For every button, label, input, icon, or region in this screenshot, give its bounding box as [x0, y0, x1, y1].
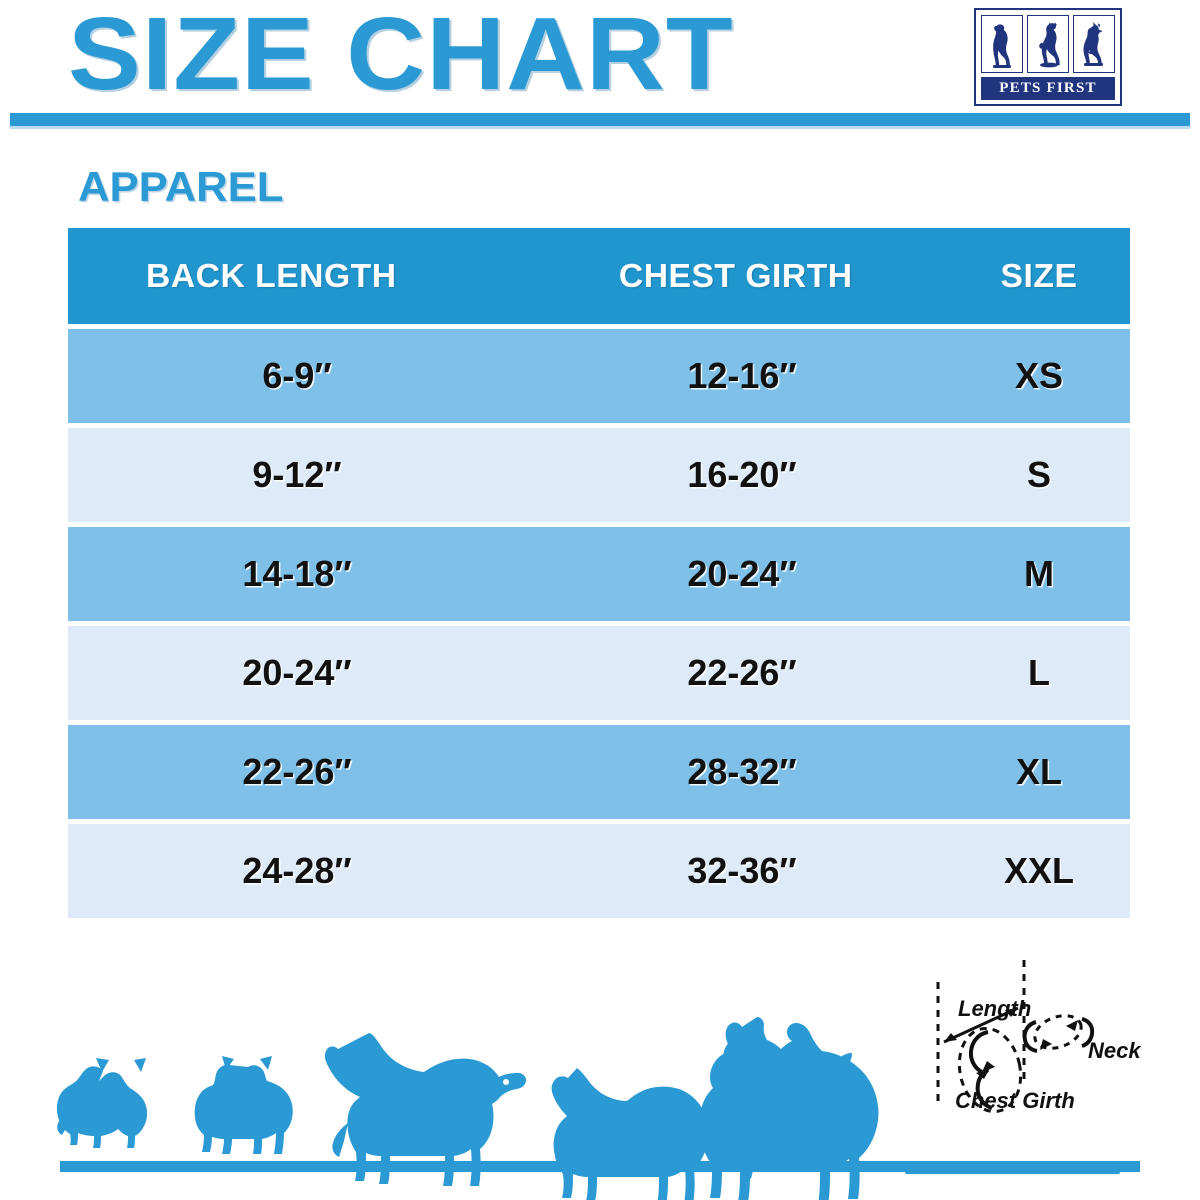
table-row: 22-26″ 28-32″ XL — [68, 725, 1130, 819]
cell-back-length: 6-9″ — [262, 355, 332, 396]
size-table: BACK LENGTH CHEST GIRTH SIZE 6-9″ 12-16″… — [68, 228, 1130, 918]
cell-size: XL — [1015, 751, 1062, 792]
cell-back-length: 14-18″ — [242, 553, 352, 594]
cell-size: M — [1024, 553, 1054, 594]
page-title: SIZE CHART — [68, 0, 734, 111]
table-row: 6-9″ 12-16″ XS — [68, 329, 1130, 423]
section-heading: APPAREL — [78, 163, 284, 210]
brand-logo: PETS FIRST — [974, 8, 1122, 106]
cocker-spaniel-silhouette — [551, 1068, 709, 1200]
cell-back-length: 9-12″ — [252, 454, 342, 495]
label-chest-girth: Chest Girth — [955, 1088, 1075, 1113]
cell-back-length: 20-24″ — [242, 652, 352, 693]
title-divider — [10, 113, 1190, 126]
cell-chest-girth: 22-26″ — [687, 652, 797, 693]
label-neck: Neck — [1088, 1038, 1142, 1063]
column-header-back-length: BACK LENGTH — [145, 257, 397, 294]
column-header-chest-girth: CHEST GIRTH — [618, 257, 853, 294]
alert-dog-icon — [1073, 15, 1115, 74]
table-row: 14-18″ 20-24″ M — [68, 527, 1130, 621]
cell-size: XXL — [1003, 850, 1074, 891]
table-row: 9-12″ 16-20″ S — [68, 428, 1130, 522]
ground-line — [60, 1161, 1140, 1172]
cell-chest-girth: 16-20″ — [687, 454, 797, 495]
beagle-silhouette — [324, 1033, 526, 1186]
dog-silhouettes-svg: Length Chest Girth Neck — [56, 960, 1142, 1200]
cell-size: XS — [1014, 355, 1064, 396]
cell-chest-girth: 28-32″ — [687, 751, 797, 792]
pug-silhouette — [194, 1056, 293, 1154]
measurement-annotations — [936, 960, 1095, 1114]
table-header-row: BACK LENGTH CHEST GIRTH SIZE — [68, 228, 1130, 324]
cell-size: L — [1028, 652, 1050, 693]
begging-dog-icon — [1027, 15, 1069, 74]
logo-brand-name: PETS FIRST — [981, 77, 1115, 100]
cell-chest-girth: 12-16″ — [687, 355, 797, 396]
sitting-dog-icon — [981, 15, 1023, 74]
logo-dog-panels — [981, 15, 1115, 74]
label-length: Length — [958, 996, 1031, 1021]
husky-silhouette — [698, 1017, 879, 1200]
cell-size: S — [1026, 454, 1051, 495]
cell-back-length: 22-26″ — [242, 751, 352, 792]
cell-chest-girth: 20-24″ — [687, 553, 797, 594]
dog-size-illustration: Length Chest Girth Neck — [0, 930, 1200, 1200]
cell-back-length: 24-28″ — [242, 850, 352, 891]
column-header-size: SIZE — [1000, 257, 1078, 294]
table-row: 20-24″ 22-26″ L — [68, 626, 1130, 720]
table-row: 24-28″ 32-36″ XXL — [68, 824, 1130, 918]
cell-chest-girth: 32-36″ — [687, 850, 797, 891]
logo-brand-text: PETS FIRST — [999, 80, 1097, 97]
page-header: SIZE CHART — [0, 0, 1200, 140]
pomeranian-silhouette — [56, 1058, 148, 1148]
